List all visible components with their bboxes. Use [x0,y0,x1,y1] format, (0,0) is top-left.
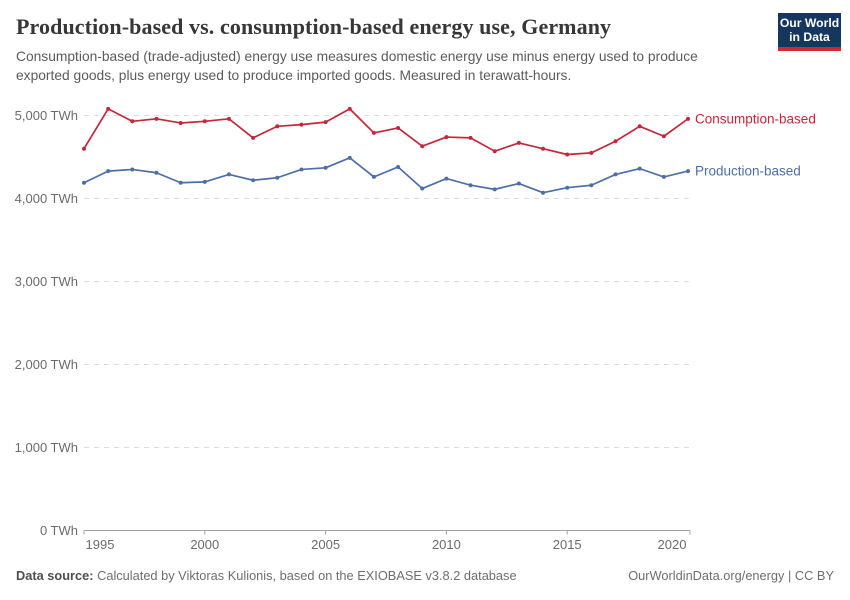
data-point-consumption-based-1995[interactable] [82,146,86,151]
y-axis-label: 3,000 TWh [15,274,78,289]
data-point-consumption-based-2002[interactable] [251,135,256,140]
chart-subtitle: Consumption-based (trade-adjusted) energ… [16,49,698,83]
data-point-consumption-based-2014[interactable] [541,146,546,151]
owid-logo: Our World in Data [778,13,841,47]
data-point-production-based-2012[interactable] [492,187,497,192]
data-source-label: Data source: [16,568,94,583]
data-point-consumption-based-2018[interactable] [637,124,642,129]
data-point-production-based-2003[interactable] [275,175,280,180]
data-point-consumption-based-2003[interactable] [275,124,280,129]
series-label-consumption-based: Consumption-based [695,111,816,126]
chart-title: Production-based vs. consumption-based e… [16,14,612,39]
x-axis-label: 2000 [190,537,219,552]
owid-logo-line2: in Data [789,30,830,44]
data-point-production-based-2010[interactable] [444,176,449,181]
data-point-production-based-2013[interactable] [516,181,521,186]
y-axis-label: 0 TWh [40,523,78,538]
y-axis-label: 4,000 TWh [15,191,78,206]
data-point-production-based-2015[interactable] [565,185,570,190]
data-point-consumption-based-1998[interactable] [154,116,159,121]
data-point-consumption-based-2019[interactable] [661,134,666,139]
data-source: Data source: Calculated by Viktoras Kuli… [16,568,517,583]
data-point-production-based-2000[interactable] [202,179,207,184]
data-point-production-based-2002[interactable] [251,178,256,183]
data-point-consumption-based-2008[interactable] [396,125,401,130]
data-point-production-based-2006[interactable] [347,155,352,160]
x-axis-label: 2010 [432,537,461,552]
data-point-consumption-based-2004[interactable] [299,122,304,127]
line-chart[interactable]: 0 TWh 1,000 TWh 2,000 TWh 3,000 TWh 4,000 TW… [0,88,850,568]
data-point-consumption-based-2010[interactable] [444,135,449,140]
data-point-production-based-2009[interactable] [420,186,425,191]
data-point-consumption-based-2012[interactable] [492,149,497,154]
data-point-consumption-based-2017[interactable] [613,139,618,144]
data-point-production-based-2014[interactable] [541,190,546,195]
y-axis-label: 2,000 TWh [15,357,78,372]
x-axis-label: 2020 [658,537,687,552]
x-axis-label: 2015 [553,537,582,552]
data-point-production-based-2017[interactable] [613,172,618,177]
data-point-production-based-1995[interactable] [82,180,86,185]
data-point-production-based-2011[interactable] [468,183,473,188]
data-point-production-based-2007[interactable] [371,174,376,179]
data-point-production-based-2001[interactable] [226,172,231,177]
x-axis-label: 1995 [86,537,115,552]
data-point-consumption-based-1997[interactable] [130,119,135,124]
data-point-consumption-based-2007[interactable] [371,130,376,135]
data-point-consumption-based-2005[interactable] [323,120,328,125]
x-axis-label: 2005 [311,537,340,552]
data-point-production-based-1999[interactable] [178,180,183,185]
owid-logo-line1: Our World [779,15,840,30]
data-point-consumption-based-2001[interactable] [226,116,231,121]
data-point-production-based-2019[interactable] [661,174,666,179]
data-point-production-based-1997[interactable] [130,167,135,172]
data-point-production-based-2020[interactable] [686,169,690,174]
data-point-consumption-based-2013[interactable] [516,140,521,145]
data-point-consumption-based-1999[interactable] [178,120,183,125]
y-axis-label: 1,000 TWh [15,440,78,455]
data-point-consumption-based-2015[interactable] [565,152,570,157]
owid-logo-stripe [778,47,841,51]
data-point-consumption-based-2009[interactable] [420,144,425,149]
data-point-consumption-based-1996[interactable] [106,106,111,111]
data-point-consumption-based-2016[interactable] [589,150,594,155]
y-axis-label: 5,000 TWh [15,108,78,123]
data-point-production-based-2008[interactable] [396,164,401,169]
series-label-production-based: Production-based [695,164,801,179]
data-point-consumption-based-2020[interactable] [686,116,690,121]
data-point-production-based-2004[interactable] [299,167,304,172]
data-point-production-based-2016[interactable] [589,183,594,188]
series-line-consumption-based [83,108,689,156]
series-line-production-based [83,156,689,194]
data-source-text: Calculated by Viktoras Kulionis, based o… [93,568,517,583]
data-point-production-based-1998[interactable] [154,170,159,175]
data-point-consumption-based-2006[interactable] [347,106,352,111]
data-point-consumption-based-2000[interactable] [202,119,207,124]
data-point-consumption-based-2011[interactable] [468,135,473,140]
license-note: OurWorldinData.org/energy | CC BY [628,568,834,583]
data-point-production-based-1996[interactable] [106,169,111,174]
data-point-production-based-2018[interactable] [637,166,642,171]
data-point-production-based-2005[interactable] [323,165,328,170]
